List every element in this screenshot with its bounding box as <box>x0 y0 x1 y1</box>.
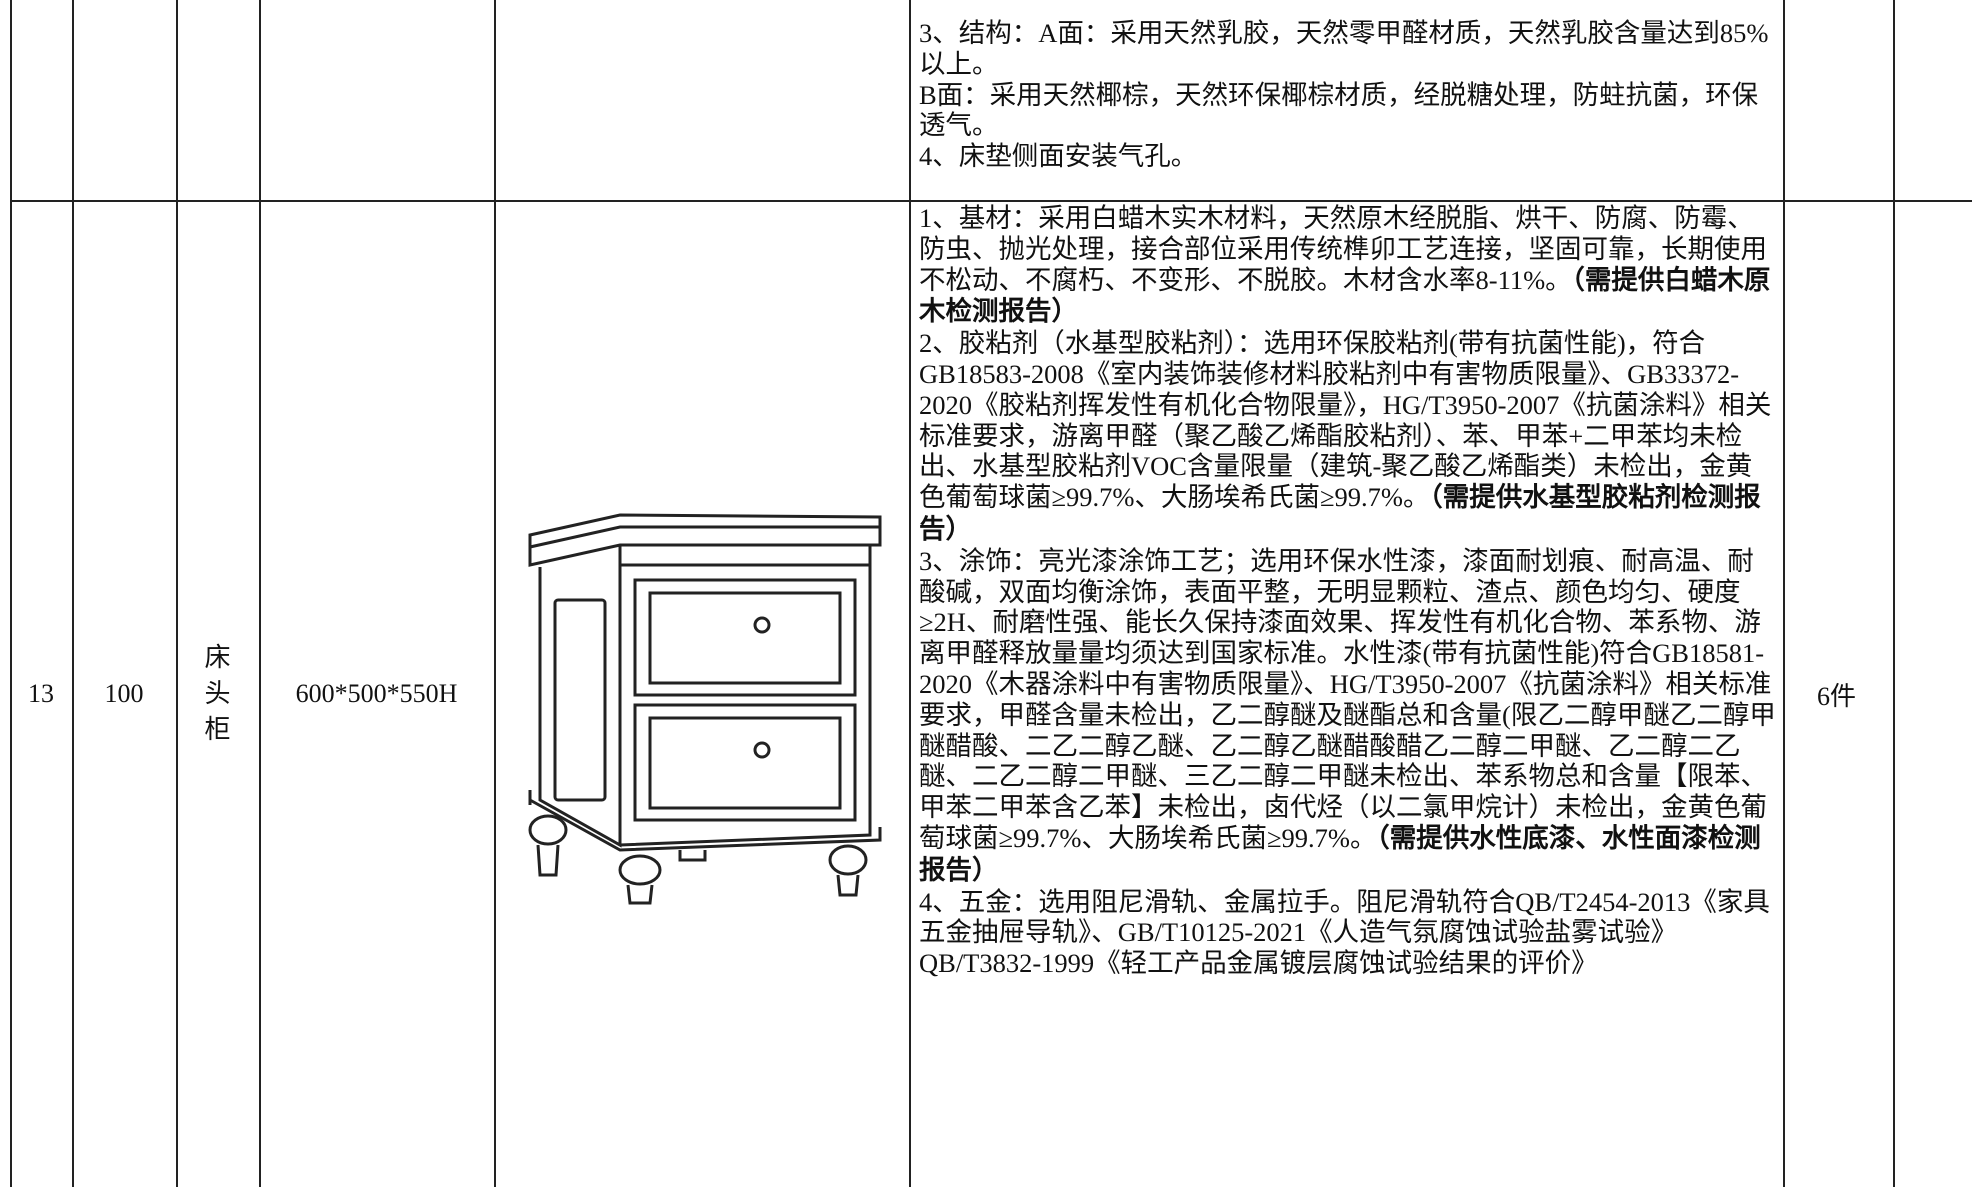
report-note: （需提供白蜡木原木检测报告） <box>919 264 1771 328</box>
paragraph: 4、五金：选用阻尼滑轨、金属拉手。阻尼滑轨符合QB/T2454-2013《家具五… <box>919 887 1777 979</box>
col-line <box>494 0 496 1187</box>
paragraph: 2、胶粘剂（水基型胶粘剂）：选用环保胶粘剂(带有抗菌性能)，符合GB18583-… <box>919 328 1777 546</box>
paragraph-text: 4、床垫侧面安装气孔。 <box>919 141 1198 172</box>
paragraph-text: 3、结构：A面：采用天然乳胶，天然零甲醛材质，天然乳胶含量达到85%以上。 <box>919 18 1769 79</box>
paragraph-text: 4、五金：选用阻尼滑轨、金属拉手。阻尼滑轨符合QB/T2454-2013《家具五… <box>919 886 1770 979</box>
col-line <box>176 0 178 1187</box>
paragraph-text: 3、涂饰：亮光漆涂饰工艺；选用环保水性漆，漆面耐划痕、耐高温、耐酸碱，双面均衡涂… <box>919 545 1776 853</box>
description: 3、结构：A面：采用天然乳胶，天然零甲醛材质，天然乳胶含量达到85%以上。 B面：… <box>911 18 1777 172</box>
name: 床头柜 <box>204 643 231 744</box>
row-line <box>10 200 1972 202</box>
col-line <box>1893 0 1895 1187</box>
paragraph: 3、结构：A面：采用天然乳胶，天然零甲醛材质，天然乳胶含量达到85%以上。 <box>919 18 1777 80</box>
col-line <box>259 0 261 1187</box>
paragraph-text: B面：采用天然椰棕，天然环保椰棕材质，经脱糖处理，防蛀抗菌，环保透气。 <box>919 79 1759 141</box>
paragraph-text: 1、基材：采用白蜡木实木材料，天然原木经脱脂、烘干、防腐、防霉、防虫、抛光处理，… <box>919 203 1767 295</box>
amount: 6件 <box>1817 681 1857 711</box>
paragraph: 4、床垫侧面安装气孔。 <box>919 141 1777 172</box>
paragraph-text: 2、胶粘剂（水基型胶粘剂）：选用环保胶粘剂(带有抗菌性能)，符合GB18583-… <box>919 328 1772 513</box>
col-line <box>1783 0 1785 1187</box>
paragraph: 1、基材：采用白蜡木实木材料，天然原木经脱脂、烘干、防腐、防霉、防虫、抛光处理，… <box>919 203 1777 328</box>
col-line <box>72 0 74 1187</box>
report-note: （需提供水性底漆、水性面漆检测报告） <box>919 822 1761 886</box>
paragraph: 3、涂饰：亮光漆涂饰工艺；选用环保水性漆，漆面耐划痕、耐高温、耐酸碱，双面均衡涂… <box>919 546 1777 887</box>
index: 13 <box>28 679 54 708</box>
col-line <box>909 0 911 1187</box>
nightstand-image <box>528 513 882 905</box>
report-note: （需提供水基型胶粘剂检测报告） <box>919 482 1761 545</box>
paragraph: B面：采用天然椰棕，天然环保椰棕材质，经脱糖处理，防蛀抗菌，环保透气。 <box>919 80 1777 142</box>
quantity: 100 <box>104 679 144 708</box>
name-cell: 床头柜 <box>176 201 259 1187</box>
size: 600*500*550H <box>295 679 458 708</box>
col-line <box>10 0 12 1187</box>
description: 1、基材：采用白蜡木实木材料，天然原木经脱脂、烘干、防腐、防霉、防虫、抛光处理，… <box>911 203 1777 979</box>
